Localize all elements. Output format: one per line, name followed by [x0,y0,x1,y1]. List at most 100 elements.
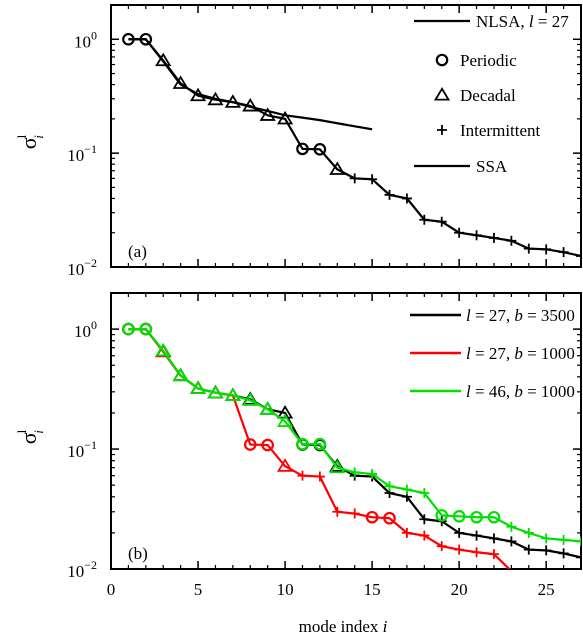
y-tick-label: 100 [74,28,97,51]
data-point [419,514,430,525]
x-tick-label: 10 [277,580,294,599]
data-point [349,508,360,519]
data-point [471,230,482,241]
data-point [419,530,430,541]
y-axis-label: σl i [14,134,46,149]
legend-label: Decadal [460,86,516,105]
series-layer [122,322,581,569]
data-point [349,173,360,184]
data-point [523,243,534,254]
legend-label: l = 27, b = 3500 [466,306,575,325]
x-tick-label: 25 [538,580,555,599]
data-point [576,552,581,563]
data-point [329,459,346,474]
series-line [128,38,373,131]
y-tick-label: 10−1 [67,142,97,165]
data-point [296,437,309,451]
panel-label: (a) [128,242,147,261]
chart-panel-1: 100 10−1 10−2 σl i (a) NLSA, l = 27 Periodic Dec… [14,4,582,279]
data-point [576,536,581,547]
data-point [224,387,241,401]
data-point [401,484,412,495]
data-point [349,467,360,478]
data-point [488,549,499,560]
data-point [488,533,499,544]
plot-frame [110,4,582,268]
data-point [383,511,396,525]
data-point [401,193,412,204]
legend-marker-swatch [435,53,449,67]
data-point [454,227,465,238]
data-point [471,530,482,541]
legend-label: Intermittent [460,121,541,140]
data-point [436,216,447,227]
data-point [155,342,172,357]
data-point [558,247,569,258]
data-point [454,527,465,538]
data-point [122,322,135,336]
data-point [523,527,534,538]
series-line [128,38,581,258]
data-point [276,413,294,427]
data-point [242,392,259,406]
series-line [128,328,581,559]
y-tick-label: 100 [74,318,97,341]
data-point [139,322,153,336]
data-point [365,510,379,524]
legend-marker-swatch [433,87,451,101]
legend-label: NLSA, l = 27 [476,12,569,31]
y-tick-label: 10−2 [67,558,97,581]
data-point [452,510,466,523]
y-axis-label: σl i [14,429,46,444]
data-point [384,189,395,200]
data-point [207,384,224,399]
x-tick-label: 20 [451,580,468,599]
data-point [401,527,412,538]
data-point [329,161,346,175]
data-point [155,52,172,67]
data-point [259,401,276,415]
data-point [261,438,274,452]
data-point [506,521,517,532]
data-point [314,471,325,482]
data-point [419,214,430,225]
y-tick-label: 10−1 [67,438,97,461]
series-layer [122,32,581,261]
data-point [523,544,534,555]
data-point [454,544,465,555]
data-point [297,470,308,481]
x-tick-label: 15 [364,580,381,599]
legend-label: l = 46, b = 1000 [466,382,575,401]
legend-label: Periodic [460,51,517,70]
data-point [367,468,378,479]
data-point [367,174,378,185]
data-point [172,367,189,382]
data-point [576,250,581,261]
data-point [189,380,207,395]
data-point [487,510,501,524]
data-point [259,107,276,121]
data-point [276,110,294,125]
plot-frame [110,292,582,570]
data-point [541,533,552,544]
data-point [313,437,327,451]
legend: l = 27, b = 3500 l = 27, b = 1000 l = 46, … [410,306,575,401]
legend-marker-swatch [437,125,447,135]
data-point [296,142,309,156]
x-tick-label: 5 [194,580,203,599]
data-point [332,506,343,517]
data-point [419,488,430,499]
data-point [558,534,569,545]
data-point [471,547,482,558]
x-tick-label: 0 [107,580,116,599]
y-tick-label: 10−2 [67,256,97,279]
data-point [470,510,483,524]
data-point [488,232,499,243]
data-point [541,545,552,556]
data-point [506,235,517,246]
data-point [276,458,294,472]
data-point [243,438,257,451]
panel-label: (b) [128,544,148,563]
data-point [435,509,449,522]
